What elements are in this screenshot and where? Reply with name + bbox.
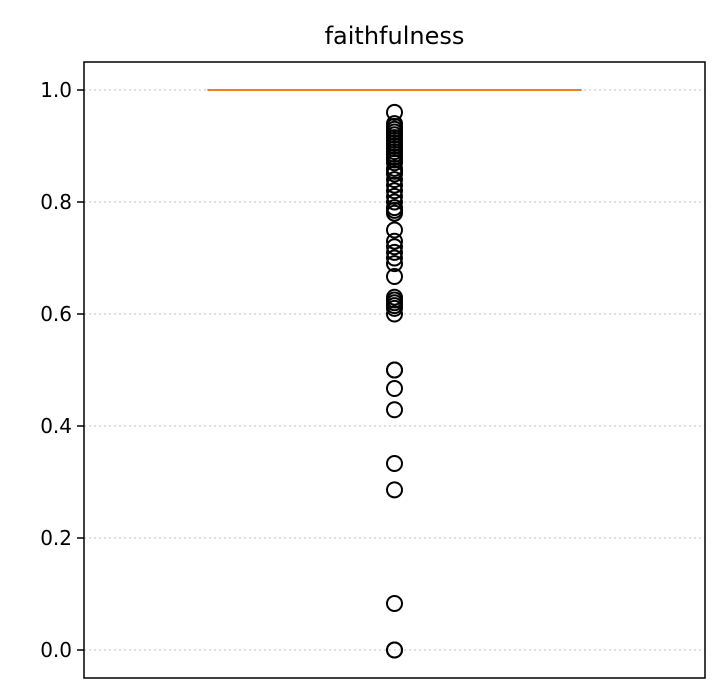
outlier-point [386,193,403,211]
plot-frame [83,61,706,679]
outlier-point [386,481,403,499]
outlier-point [386,305,403,323]
outlier-point [386,238,403,256]
outlier-point [386,243,403,261]
outlier-point [386,182,403,200]
outlier-point [386,255,403,273]
outlier-point [386,221,403,239]
outlier-point [386,595,403,613]
grid-lines [84,89,705,651]
y-tick-label: 0.2 [40,526,72,550]
outlier-point [386,267,403,285]
outlier-point [386,165,403,183]
outlier-point [386,176,403,194]
outlier-point [386,232,403,250]
outlier-point [386,379,403,397]
chart-title: faithfulness [325,22,465,50]
outlier-point [386,455,403,473]
outlier-point [386,299,403,317]
y-tick-label: 0.6 [40,302,72,326]
outlier-point [386,171,403,189]
outlier-point [386,249,403,267]
outlier-point [386,401,403,419]
y-axis-ticks: 0.0 0.2 0.4 0.6 0.8 1.0 [40,78,84,662]
y-tick-label: 0.8 [40,190,72,214]
y-tick-label: 0.4 [40,414,72,438]
outlier-points [386,103,403,659]
outlier-point [386,204,403,222]
outlier-point [386,154,403,172]
y-tick-label: 1.0 [40,78,72,102]
outlier-point [386,641,403,659]
outlier-point [386,361,403,379]
y-tick-label: 0.0 [40,638,72,662]
